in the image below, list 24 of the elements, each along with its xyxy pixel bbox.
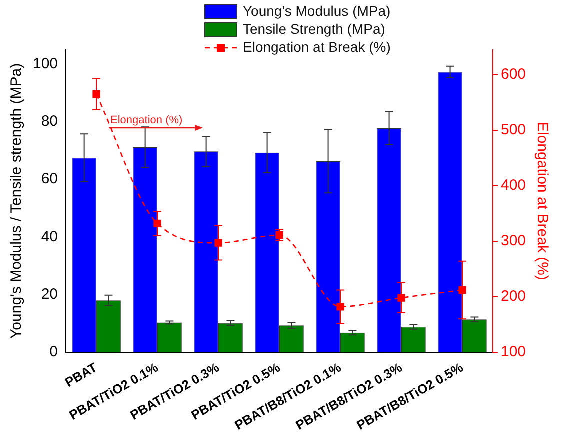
y-tick-label: 40 xyxy=(41,228,58,246)
point xyxy=(92,90,100,98)
y2-tick-label: 500 xyxy=(500,122,526,139)
point xyxy=(154,220,162,228)
y2-axis-title: Elongation at Break (%) xyxy=(534,122,551,280)
legend-label: Tensile Strength (MPa) xyxy=(243,20,386,37)
y-tick-label: 100 xyxy=(32,56,58,73)
y2-tick-label: 100 xyxy=(500,344,526,361)
y2-tick-label: 400 xyxy=(500,177,526,194)
legend-label: Elongation at Break (%) xyxy=(243,38,391,55)
y2-tick-label: 300 xyxy=(500,232,526,250)
point xyxy=(336,303,344,311)
y-tick-label: 80 xyxy=(41,113,58,130)
point xyxy=(458,286,466,294)
legend-label: Young's Modulus (MPa) xyxy=(243,2,391,19)
annotation: Elongation (%) xyxy=(110,114,183,127)
y2-tick-label: 600 xyxy=(500,66,526,84)
point xyxy=(398,294,406,302)
y-tick-label: 20 xyxy=(41,286,58,303)
y-axis-title: Young's Modulus / Tensile strength (MPa) xyxy=(8,63,26,339)
y-tick-label: 0 xyxy=(50,344,58,361)
y-tick-label: 60 xyxy=(41,170,58,188)
point xyxy=(214,239,222,247)
y2-tick-label: 200 xyxy=(500,288,526,306)
